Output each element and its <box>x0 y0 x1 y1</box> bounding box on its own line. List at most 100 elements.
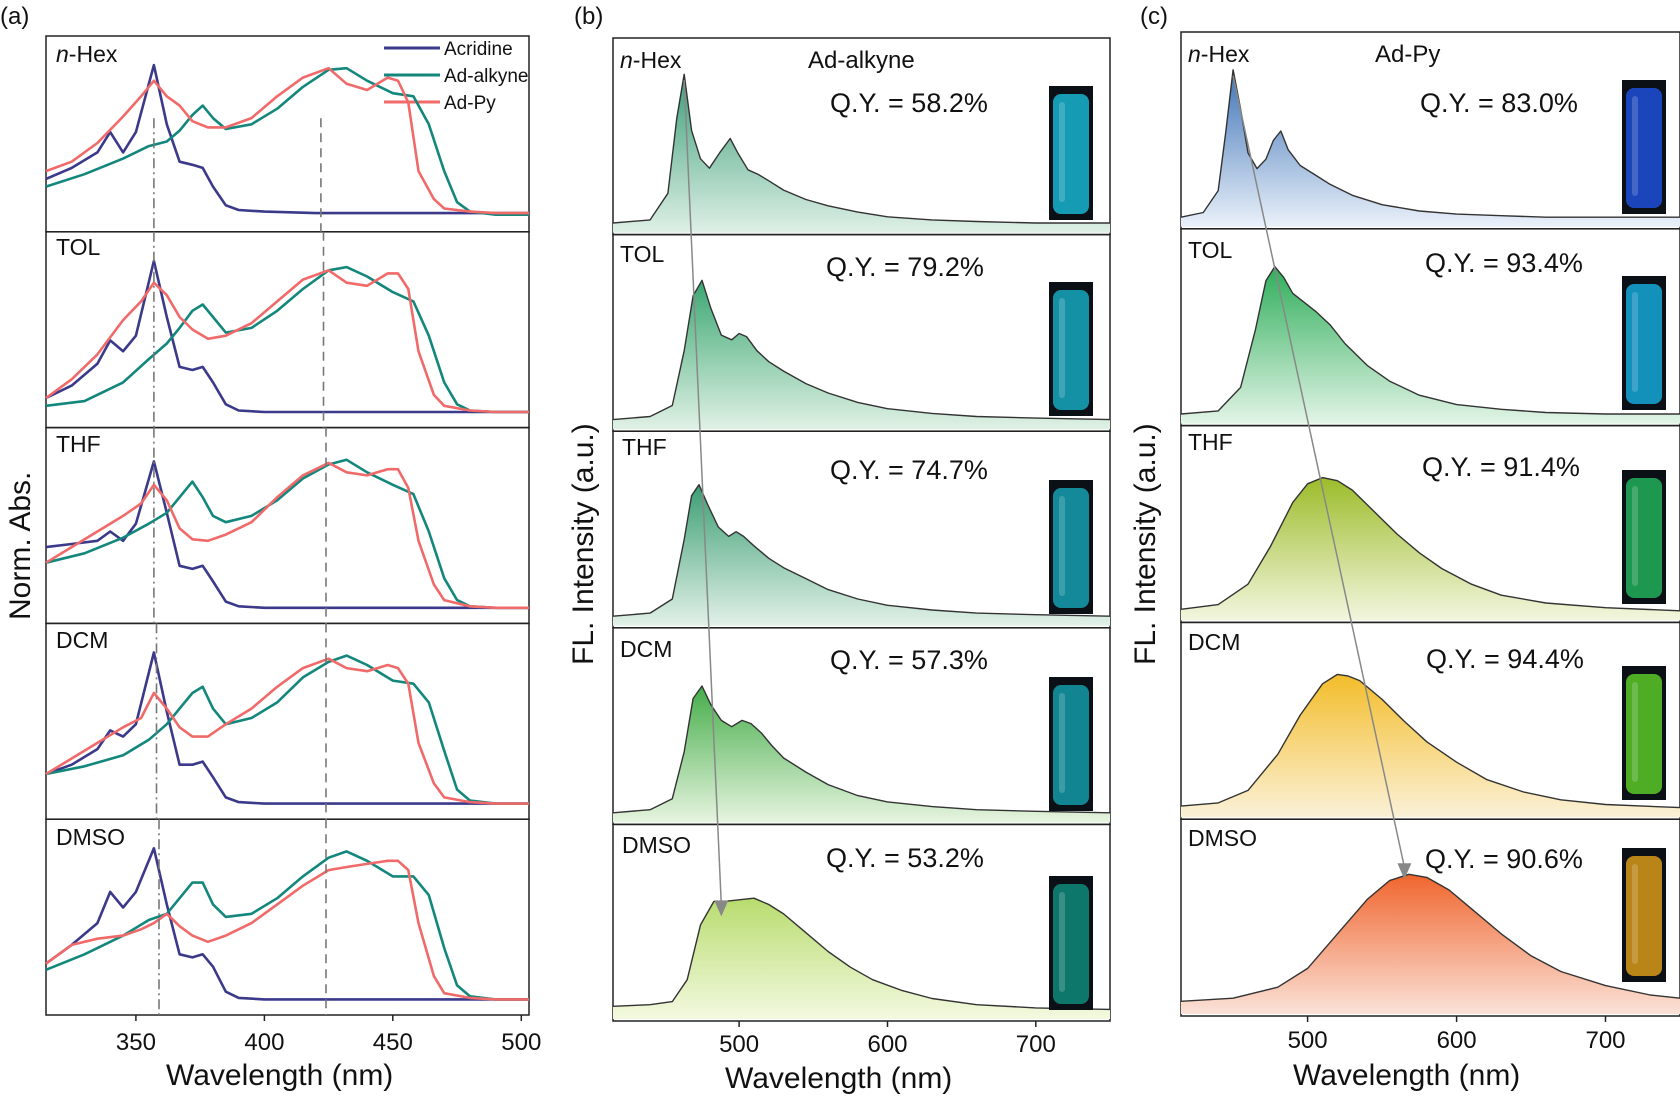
subplot-frame-c-dmso <box>1180 818 1680 1017</box>
solvent-label-c-dcm: DCM <box>1188 629 1240 655</box>
solvent-label-b-dcm: DCM <box>620 636 672 662</box>
x-tick-label-b-500: 500 <box>719 1031 759 1058</box>
quantum-yield-b-dcm: Q.Y. = 57.3% <box>830 645 988 675</box>
solvent-label-c-n-hex: n-Hex <box>1188 41 1250 67</box>
series-line-ad-alkyne-n-hex <box>45 66 529 216</box>
vial-photo-b-thf <box>1049 480 1093 614</box>
spectrum-line-c-dmso <box>1180 873 1680 1002</box>
solvent-label-c-thf: THF <box>1188 429 1233 455</box>
quantum-yield-c-dmso: Q.Y. = 90.6% <box>1425 844 1583 874</box>
spectrum-line-c-tol <box>1180 265 1680 415</box>
solvent-label-c-dmso: DMSO <box>1188 825 1257 851</box>
spectrum-line-c-thf <box>1180 476 1680 612</box>
shift-arrow-head-c <box>1397 863 1412 880</box>
ylabel-a: Norm. Abs. <box>4 472 37 620</box>
solvent-label-a-thf: THF <box>56 431 101 457</box>
panel-b-plot: n-Hex Q.Y. = 58.2% TOL Q.Y. = 79.2% THF Q.Y. … <box>612 37 1111 1058</box>
x-tick-label-c-500: 500 <box>1288 1027 1328 1054</box>
shift-arrow-b <box>683 80 723 905</box>
panel-title-b: Ad-alkyne <box>808 47 915 74</box>
solvent-label-a-dcm: DCM <box>56 627 108 653</box>
ylabel-c: FL. Intensity (a.u.) <box>1129 423 1162 665</box>
subplot-frame-a-thf <box>45 426 530 625</box>
quantum-yield-b-dmso: Q.Y. = 53.2% <box>826 843 984 873</box>
xlabel-c: Wavelength (nm) <box>1293 1059 1520 1092</box>
x-tick-label-a-500: 500 <box>501 1029 541 1056</box>
quantum-yield-c-n-hex: Q.Y. = 83.0% <box>1420 88 1578 118</box>
series-line-ad-py-n-hex <box>45 66 529 215</box>
series-line-ad-py-dmso <box>45 859 529 1001</box>
quantum-yield-b-tol: Q.Y. = 79.2% <box>826 252 984 282</box>
series-line-acridine-dcm <box>45 651 529 805</box>
series-line-acridine-thf <box>45 460 529 610</box>
spectrum-line-b-n-hex <box>612 73 1110 224</box>
vial-photo-c-n-hex <box>1622 80 1666 214</box>
series-line-ad-py-tol <box>45 269 529 414</box>
vial-photo-c-tol <box>1622 276 1666 410</box>
panel-c-plot: n-Hex Q.Y. = 83.0% TOL Q.Y. = 93.4% THF Q.Y. … <box>1180 31 1680 1054</box>
x-tick-label-b-600: 600 <box>867 1031 907 1058</box>
series-line-acridine-n-hex <box>45 63 529 215</box>
vial-photo-c-thf <box>1622 470 1666 604</box>
solvent-label-a-n-hex: n-Hex <box>56 41 118 67</box>
solvent-label-a-tol: TOL <box>56 234 101 260</box>
legend: Acridine Ad-alkyne Ad-Py <box>384 39 529 114</box>
spectrum-fill-c-thf <box>1181 477 1680 621</box>
quantum-yield-c-tol: Q.Y. = 93.4% <box>1425 248 1583 278</box>
spectrum-line-b-dcm <box>612 685 1111 814</box>
subplot-frame-a-dmso <box>45 818 530 1016</box>
spectrum-line-c-n-hex <box>1180 69 1680 218</box>
shift-arrow-head-b <box>714 900 729 917</box>
spectrum-fill-c-tol <box>1181 266 1680 424</box>
series-line-ad-py-thf <box>45 461 529 610</box>
panel-label-b: (b) <box>574 3 603 30</box>
quantum-yield-b-n-hex: Q.Y. = 58.2% <box>830 88 988 118</box>
vial-photo-b-dcm <box>1049 677 1093 811</box>
quantum-yield-c-thf: Q.Y. = 91.4% <box>1422 452 1580 482</box>
legend-label-ad-py: Ad-Py <box>444 93 496 114</box>
x-tick-label-a-450: 450 <box>373 1029 413 1056</box>
panel-title-c: Ad-Py <box>1375 41 1440 68</box>
spectrum-fill-b-tol <box>613 280 1110 430</box>
solvent-label-c-tol: TOL <box>1188 237 1233 263</box>
spectrum-fill-b-thf <box>613 484 1110 626</box>
series-line-ad-alkyne-dcm <box>45 654 529 805</box>
spectrum-fill-c-dmso <box>1181 874 1680 1014</box>
vial-photo-c-dmso <box>1622 848 1666 982</box>
series-line-ad-alkyne-tol <box>45 265 529 414</box>
ylabel-b: FL. Intensity (a.u.) <box>567 423 600 665</box>
spectrum-line-b-tol <box>612 279 1111 421</box>
panel-label-a: (a) <box>0 3 29 30</box>
spectrum-line-b-dmso <box>612 897 1111 1011</box>
x-tick-label-c-700: 700 <box>1585 1027 1625 1054</box>
solvent-label-b-thf: THF <box>622 434 667 460</box>
subplot-frame-b-dmso <box>612 823 1111 1022</box>
series-line-acridine-dmso <box>45 847 529 1001</box>
vial-photo-c-dcm <box>1622 666 1666 800</box>
spectrum-fill-b-dmso <box>613 898 1110 1019</box>
x-tick-label-c-600: 600 <box>1437 1027 1477 1054</box>
series-line-ad-py-dcm <box>45 657 529 805</box>
quantum-yield-b-thf: Q.Y. = 74.7% <box>830 455 988 485</box>
spectrum-fill-c-dcm <box>1181 674 1680 818</box>
solvent-label-b-tol: TOL <box>620 241 665 267</box>
spectrum-line-c-dcm <box>1180 673 1680 809</box>
solvent-label-b-dmso: DMSO <box>622 832 691 858</box>
panel-label-c: (c) <box>1140 3 1168 30</box>
solvent-label-a-dmso: DMSO <box>56 824 125 850</box>
series-line-acridine-tol <box>45 259 529 414</box>
spectrum-fill-b-n-hex <box>613 74 1110 233</box>
vial-photo-b-tol <box>1049 282 1093 416</box>
series-line-ad-alkyne-thf <box>45 458 529 610</box>
x-tick-label-b-700: 700 <box>1016 1031 1056 1058</box>
spectrum-line-b-thf <box>612 484 1111 617</box>
vial-photo-b-n-hex <box>1049 86 1093 220</box>
series-line-ad-alkyne-dmso <box>45 850 529 1001</box>
xlabel-b: Wavelength (nm) <box>725 1062 952 1095</box>
panel-a-plot: n-Hex TOL THF DCM DMSO 350 400 450 500 <box>45 35 541 1056</box>
shift-arrow-c <box>1232 75 1406 868</box>
quantum-yield-c-dcm: Q.Y. = 94.4% <box>1426 644 1584 674</box>
xlabel-a: Wavelength (nm) <box>166 1059 393 1092</box>
legend-label-ad-alkyne: Ad-alkyne <box>444 66 529 87</box>
